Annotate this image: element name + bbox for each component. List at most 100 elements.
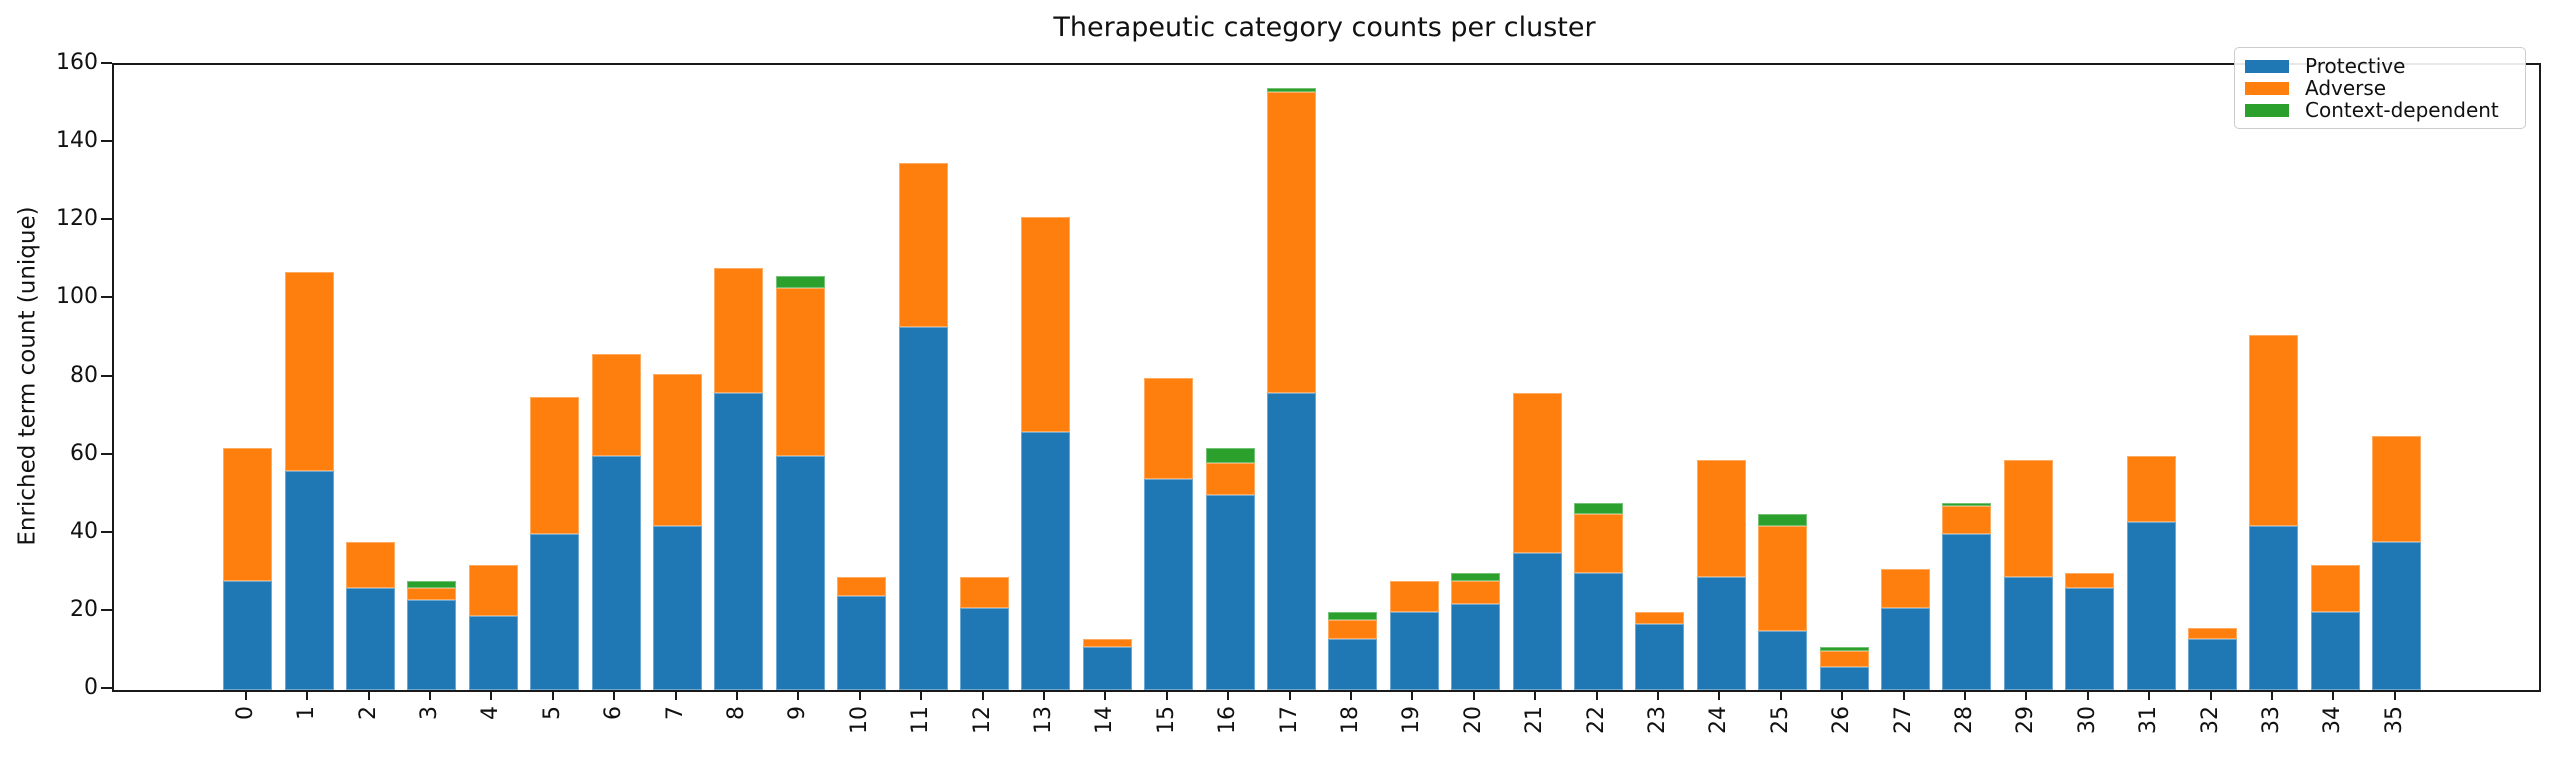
bar-segment-adverse-cluster-1 (284, 272, 334, 472)
bar-segment-context-dependent-cluster-17 (1267, 88, 1316, 93)
x-tick-label-10: 10 (846, 706, 872, 734)
bar-segment-protective-cluster-24 (1696, 576, 1746, 690)
x-tick-label-30: 30 (2074, 706, 2100, 734)
bar-segment-adverse-cluster-30 (2065, 572, 2115, 589)
y-tick-label-120: 120 (56, 206, 98, 232)
x-tick-mark-11 (920, 690, 923, 700)
bar-segment-adverse-cluster-19 (1389, 580, 1439, 612)
bar-segment-adverse-cluster-16 (1205, 463, 1255, 495)
x-tick-label-35: 35 (2381, 706, 2407, 734)
bar-segment-protective-cluster-31 (2126, 522, 2176, 690)
bar-segment-context-dependent-cluster-28 (1942, 502, 1992, 507)
legend-row-protective: Protective (2245, 54, 2515, 78)
x-tick-label-5: 5 (539, 706, 565, 720)
bar-segment-adverse-cluster-32 (2188, 627, 2237, 640)
bar-segment-protective-cluster-30 (2065, 588, 2115, 690)
bar-segment-protective-cluster-16 (1205, 494, 1255, 690)
bar-segment-protective-cluster-25 (1758, 631, 1808, 690)
bar-segment-adverse-cluster-28 (1942, 506, 1992, 534)
bar-segment-adverse-cluster-5 (530, 397, 580, 534)
bar-segment-context-dependent-cluster-3 (407, 580, 457, 589)
bar-segment-adverse-cluster-21 (1512, 393, 1562, 554)
bar-segment-protective-cluster-3 (407, 600, 457, 690)
x-tick-label-19: 19 (1399, 706, 1425, 734)
bar-segment-context-dependent-cluster-9 (775, 275, 825, 288)
x-tick-mark-30 (2086, 690, 2089, 700)
bar-segment-protective-cluster-28 (1942, 533, 1992, 690)
x-tick-label-8: 8 (723, 706, 749, 720)
x-tick-mark-34 (2332, 690, 2335, 700)
x-tick-label-29: 29 (2013, 706, 2039, 734)
x-tick-label-32: 32 (2197, 706, 2223, 734)
y-tick-mark-120 (101, 218, 112, 221)
y-tick-label-100: 100 (56, 284, 98, 310)
x-tick-mark-0 (244, 690, 247, 700)
x-tick-label-4: 4 (478, 706, 504, 720)
bar-segment-protective-cluster-1 (284, 471, 334, 690)
x-tick-label-21: 21 (1522, 706, 1548, 734)
bar-segment-adverse-cluster-2 (346, 541, 395, 589)
bar-segment-adverse-cluster-34 (2310, 565, 2360, 612)
x-tick-label-6: 6 (601, 706, 627, 720)
x-tick-mark-13 (1042, 690, 1045, 700)
x-tick-mark-17 (1288, 690, 1291, 700)
bar-segment-protective-cluster-14 (1082, 647, 1132, 690)
bar-segment-context-dependent-cluster-26 (1819, 647, 1869, 651)
bar-segment-adverse-cluster-24 (1696, 459, 1746, 577)
x-tick-mark-28 (1963, 690, 1966, 700)
bar-segment-adverse-cluster-14 (1082, 639, 1132, 648)
bar-segment-adverse-cluster-8 (714, 268, 764, 394)
bar-segment-adverse-cluster-23 (1635, 611, 1685, 624)
bar-segment-protective-cluster-21 (1512, 553, 1562, 690)
x-tick-label-0: 0 (232, 706, 258, 720)
bar-segment-protective-cluster-34 (2310, 611, 2360, 690)
y-tick-mark-140 (101, 140, 112, 143)
bar-segment-adverse-cluster-6 (591, 354, 641, 456)
y-tick-label-40: 40 (70, 518, 98, 544)
bar-segment-protective-cluster-29 (2003, 576, 2053, 690)
x-tick-mark-25 (1779, 690, 1782, 700)
bar-segment-adverse-cluster-4 (468, 565, 518, 616)
bar-segment-protective-cluster-19 (1389, 611, 1439, 690)
bar-segment-protective-cluster-5 (530, 533, 580, 690)
bar-segment-protective-cluster-27 (1881, 607, 1930, 690)
x-tick-mark-26 (1841, 690, 1844, 700)
bar-segment-adverse-cluster-0 (223, 447, 273, 581)
legend: Protective Adverse Context-dependent (2234, 47, 2526, 129)
bar-segment-protective-cluster-32 (2188, 639, 2237, 690)
bar-segment-context-dependent-cluster-22 (1574, 502, 1623, 515)
legend-row-context-dependent: Context-dependent (2245, 98, 2515, 122)
legend-label-protective: Protective (2305, 54, 2406, 78)
bar-segment-protective-cluster-18 (1328, 639, 1378, 690)
x-tick-mark-8 (735, 690, 738, 700)
bar-segment-protective-cluster-9 (775, 455, 825, 690)
bar-segment-adverse-cluster-17 (1267, 92, 1316, 394)
y-tick-mark-40 (101, 530, 112, 533)
x-tick-label-17: 17 (1276, 706, 1302, 734)
x-tick-label-3: 3 (416, 706, 442, 720)
y-tick-label-60: 60 (70, 440, 98, 466)
bar-segment-context-dependent-cluster-25 (1758, 514, 1808, 526)
plot-area (112, 63, 2541, 692)
x-tick-mark-33 (2270, 690, 2273, 700)
bar-segment-protective-cluster-20 (1451, 604, 1501, 690)
bar-segment-protective-cluster-23 (1635, 623, 1685, 690)
legend-swatch-context-dependent (2245, 103, 2289, 117)
x-tick-label-11: 11 (908, 706, 934, 734)
legend-row-adverse: Adverse (2245, 76, 2515, 100)
x-tick-mark-16 (1227, 690, 1230, 700)
bar-segment-adverse-cluster-11 (898, 162, 948, 327)
y-tick-mark-160 (101, 62, 112, 64)
legend-swatch-protective (2245, 59, 2289, 73)
bar-segment-adverse-cluster-12 (960, 576, 1009, 608)
x-tick-mark-4 (490, 690, 493, 700)
bar-segment-protective-cluster-33 (2249, 525, 2299, 690)
x-tick-label-18: 18 (1337, 706, 1363, 734)
x-tick-mark-23 (1656, 690, 1659, 700)
bar-segment-protective-cluster-35 (2372, 541, 2422, 690)
bar-segment-context-dependent-cluster-20 (1451, 572, 1501, 581)
x-tick-mark-7 (674, 690, 677, 700)
bar-segment-protective-cluster-10 (837, 596, 887, 690)
x-tick-label-13: 13 (1030, 706, 1056, 734)
